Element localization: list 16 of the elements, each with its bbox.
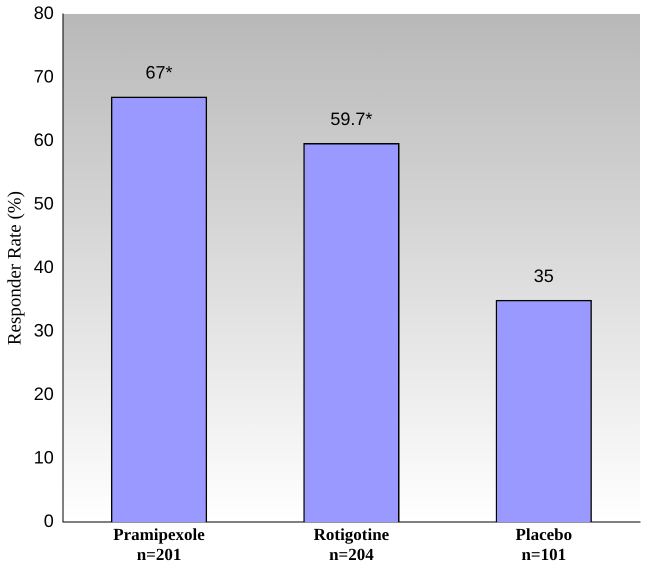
x-tick-label: Rotigotine n=204	[314, 524, 390, 564]
y-tick-label: 60	[34, 130, 54, 150]
x-tick-label: Placebo n=101	[515, 524, 572, 564]
y-axis-title: Responder Rate (%)	[4, 191, 26, 346]
y-tick-label: 0	[44, 511, 54, 532]
y-tick-label: 70	[34, 66, 54, 86]
y-tick-label: 50	[34, 194, 54, 214]
y-tick-label: 30	[34, 320, 54, 341]
data-label: 67*	[146, 62, 173, 83]
data-label: 35	[534, 266, 554, 286]
y-tick-label: 20	[34, 384, 54, 404]
x-tick-label: Pramipexole n=201	[113, 524, 206, 564]
y-tick-label: 10	[34, 448, 54, 468]
y-tick-label: 40	[34, 257, 54, 278]
y-tick-label: 80	[34, 2, 54, 23]
data-label: 59.7*	[330, 108, 372, 129]
